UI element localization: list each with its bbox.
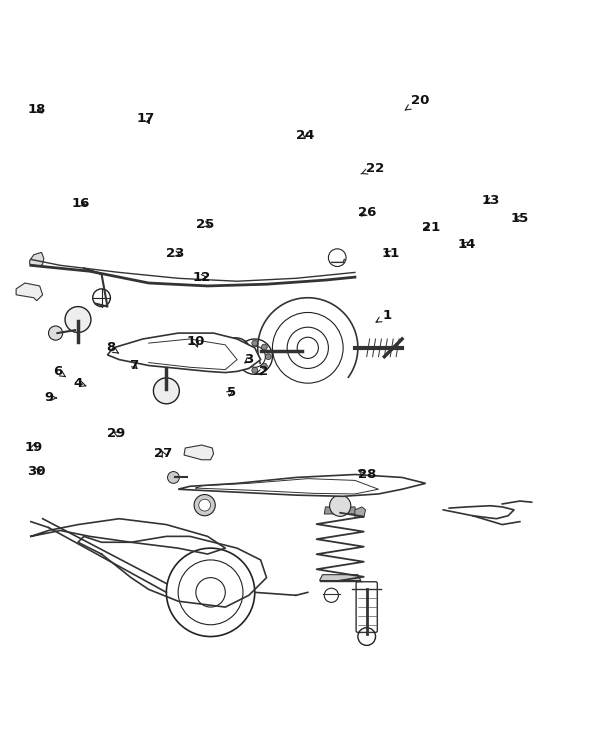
Polygon shape (355, 507, 365, 518)
Polygon shape (178, 474, 426, 496)
Text: 19: 19 (25, 442, 43, 455)
Text: 6: 6 (53, 365, 65, 378)
Circle shape (262, 363, 267, 369)
Text: 13: 13 (481, 194, 500, 207)
Text: 24: 24 (295, 129, 314, 143)
Circle shape (65, 306, 91, 333)
Text: 16: 16 (72, 197, 90, 210)
Text: 2: 2 (256, 365, 268, 378)
Circle shape (199, 499, 211, 511)
Text: 20: 20 (405, 94, 429, 110)
Text: 26: 26 (358, 206, 376, 219)
Circle shape (49, 326, 63, 340)
Circle shape (242, 363, 248, 369)
Text: 22: 22 (361, 162, 385, 175)
Text: 3: 3 (244, 353, 253, 366)
Text: 12: 12 (192, 270, 211, 284)
Text: 10: 10 (186, 336, 205, 349)
Text: 21: 21 (423, 221, 440, 233)
Circle shape (330, 495, 351, 516)
Polygon shape (324, 507, 356, 514)
Polygon shape (320, 575, 361, 580)
Circle shape (242, 344, 248, 350)
Circle shape (194, 495, 215, 516)
Circle shape (262, 344, 267, 350)
Text: 25: 25 (195, 218, 214, 230)
Text: 4: 4 (73, 376, 86, 390)
Text: 18: 18 (28, 102, 46, 115)
Circle shape (238, 354, 244, 360)
Text: 9: 9 (44, 391, 56, 404)
Text: 14: 14 (458, 238, 476, 251)
Text: 27: 27 (155, 447, 172, 461)
Text: 1: 1 (376, 309, 392, 322)
Circle shape (252, 367, 258, 373)
Text: 29: 29 (107, 427, 126, 440)
Circle shape (265, 354, 271, 360)
Text: 7: 7 (130, 359, 139, 372)
Text: 15: 15 (511, 212, 529, 224)
Text: 28: 28 (358, 468, 376, 481)
Polygon shape (30, 252, 44, 267)
Text: 23: 23 (166, 247, 184, 260)
Text: 5: 5 (227, 385, 236, 398)
Circle shape (252, 340, 258, 346)
Text: 30: 30 (27, 465, 46, 478)
Polygon shape (184, 445, 214, 460)
Polygon shape (108, 333, 260, 373)
Circle shape (153, 378, 179, 404)
Text: 11: 11 (381, 247, 400, 260)
Circle shape (168, 471, 179, 483)
Polygon shape (16, 283, 43, 300)
Text: 17: 17 (137, 112, 155, 124)
Text: 8: 8 (106, 341, 118, 355)
